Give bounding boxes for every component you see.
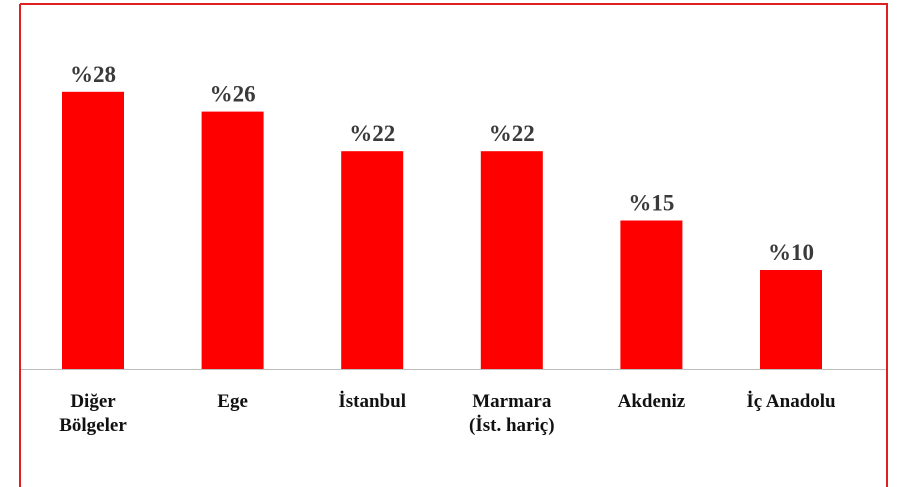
category-label: İç Anadolu <box>746 391 836 412</box>
bar <box>341 151 404 369</box>
value-label: %22 <box>489 121 535 146</box>
category-label: Akdeniz <box>617 391 686 412</box>
bar <box>201 111 264 369</box>
value-label: %15 <box>628 191 674 216</box>
bar <box>760 270 822 369</box>
value-label: %10 <box>768 240 814 265</box>
category-label: Ege <box>217 391 248 412</box>
value-label: %22 <box>349 121 395 146</box>
category-label: Marmara (İst. hariç) <box>469 391 555 436</box>
value-label: %26 <box>210 82 256 107</box>
category-label: Diğer Bölgeler <box>59 391 127 436</box>
category-label: İstanbul <box>338 391 406 412</box>
value-label: %28 <box>70 62 116 87</box>
bar <box>480 151 543 369</box>
bar <box>62 91 124 370</box>
bar <box>620 220 683 369</box>
